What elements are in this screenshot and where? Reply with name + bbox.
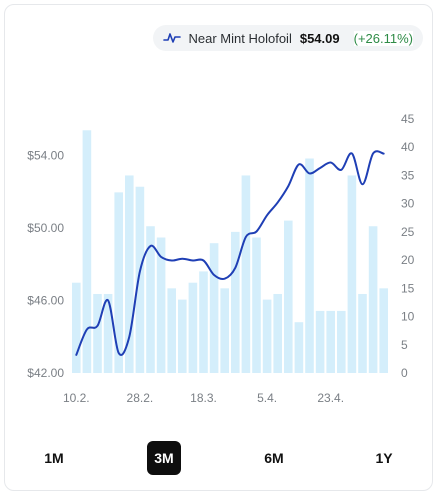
right-axis-tick-label: 45 [401,112,415,126]
volume-bar [337,310,346,373]
right-axis-tick-label: 40 [401,140,415,154]
volume-bar [167,288,176,373]
left-axis-tick-label: $50.00 [27,221,64,235]
chart-svg: $42.00 $46.00 $50.00 $54.00 0 5 10 15 20 25 30 35 40… [27,112,415,405]
left-axis-tick-label: $46.00 [27,293,64,307]
current-price: $54.09 [299,30,340,46]
series-name: Near Mint Holofoil [188,30,292,46]
volume-bar [358,293,367,373]
volume-bar [114,192,123,373]
volume-bar [347,175,357,373]
x-axis-tick-label: 28.2. [127,391,154,405]
volume-bar [199,271,208,373]
price-line [75,150,385,356]
pulse-line-icon [162,33,181,43]
price-chart: $42.00 $46.00 $50.00 $54.00 0 5 10 15 20 25 30 35 40… [27,112,415,405]
right-axis-tick-label: 30 [401,197,415,211]
right-axis-tick-label: 20 [401,253,415,267]
volume-bar [209,243,219,373]
volume-bar [188,282,198,373]
x-axis-tick-label: 5.4. [257,391,277,405]
volume-bar [178,299,187,373]
series-legend: Near Mint Holofoil $54.09 (+26.11%) [152,25,423,51]
volume-bar [241,175,251,373]
volume-bar [326,310,335,373]
x-axis-tick-label: 10.2. [63,391,90,405]
volume-bar [315,310,325,373]
volume-bar [220,288,229,373]
right-axis-tick-label: 5 [401,338,408,352]
volume-bar [135,186,145,373]
volume-bar [125,175,134,373]
volume-bar [284,220,293,373]
volume-bar [294,322,304,373]
volume-bar [305,158,314,373]
volume-bar [273,293,282,373]
range-button-6m[interactable]: 6M [264,450,284,466]
volume-bar [262,299,272,373]
left-axis-tick-label: $42.00 [27,366,64,380]
volume-bar [72,282,81,373]
volume-bar [82,130,92,373]
left-axis-tick-label: $54.00 [27,148,64,162]
right-axis-tick-label: 25 [401,225,415,239]
volume-bar [379,288,388,373]
volume-bar [368,226,378,373]
range-button-1m[interactable]: 1M [44,450,64,466]
volume-bar [93,293,102,373]
range-button-3m[interactable]: 3M [147,441,181,475]
right-axis-tick-label: 35 [401,168,415,182]
right-axis-tick-label: 15 [401,281,415,295]
volume-bar [252,237,261,373]
right-axis-tick-label: 10 [401,310,415,324]
volume-bar [156,237,166,373]
volume-bar [231,231,240,373]
price-change: (+26.11%) [353,30,413,46]
x-axis-tick-label: 23.4. [317,391,344,405]
range-button-1y[interactable]: 1Y [375,450,393,466]
right-axis-tick-label: 0 [401,366,408,380]
price-history-card [4,4,433,491]
volume-bar [146,226,155,373]
volume-bar [103,293,113,373]
x-axis-tick-label: 18.3. [190,391,217,405]
